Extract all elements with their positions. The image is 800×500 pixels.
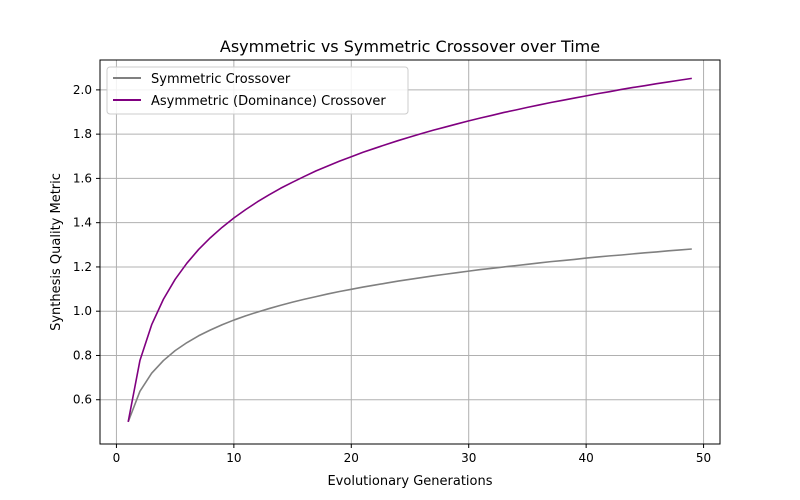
legend: Symmetric Crossover Asymmetric (Dominanc… [106,66,409,115]
grid [100,60,720,444]
y-axis-label: Synthesis Quality Metric [49,173,64,331]
y-tick-label: 1.6 [73,171,92,185]
y-tick-label: 0.8 [73,348,92,362]
series-line-asymmetric [127,77,692,423]
x-tick-label: 40 [578,451,593,465]
y-tick-label: 2.0 [73,83,92,97]
y-tick-label: 1.8 [73,127,92,141]
series-layer [127,77,692,423]
x-tick-label: 0 [113,451,121,465]
legend-label-asymmetric: Asymmetric (Dominance) Crossover [151,94,386,109]
x-tick-label: 10 [226,451,241,465]
x-tick-label: 50 [696,451,711,465]
x-tick-label: 20 [344,451,359,465]
chart-title: Asymmetric vs Symmetric Crossover over T… [220,37,600,56]
series-line-symmetric [127,248,692,423]
y-tick-label: 1.0 [73,304,92,318]
x-axis-label: Evolutionary Generations [327,474,492,489]
x-tick-label: 30 [461,451,476,465]
y-axis-ticks: 0.6 0.8 1.0 1.2 1.4 1.6 1.8 2.0 [73,83,100,407]
legend-label-symmetric: Symmetric Crossover [151,72,291,87]
x-axis-ticks: 0 10 20 30 40 50 [113,444,711,465]
legend-box [106,66,409,115]
y-tick-label: 1.2 [73,260,92,274]
y-tick-label: 0.6 [73,393,92,407]
y-tick-label: 1.4 [73,216,92,230]
plot-frame [99,59,721,445]
